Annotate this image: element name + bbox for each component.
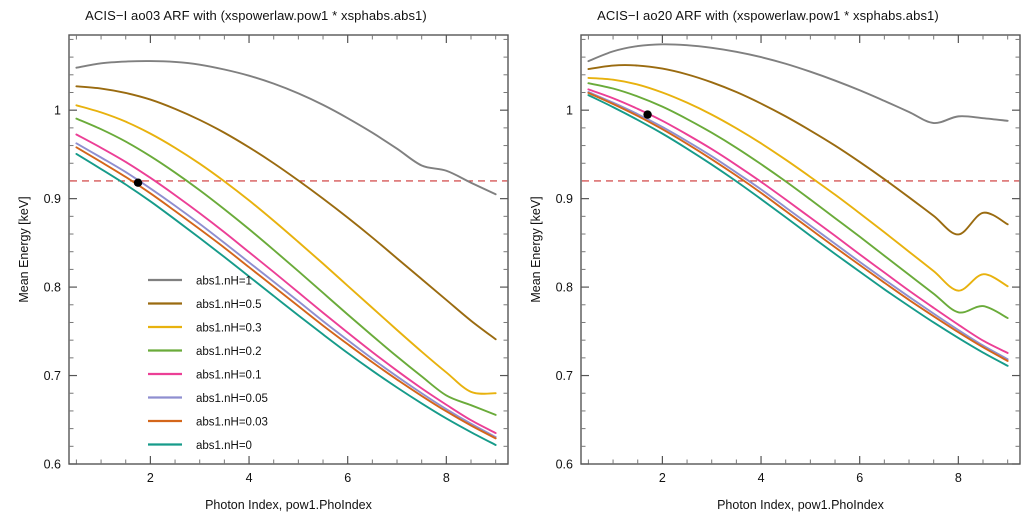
y-tick-label: 0.6 (556, 458, 573, 472)
y-tick-label: 0.9 (44, 192, 61, 206)
plot-title-ao03: ACIS−I ao03 ARF with (xspowerlaw.pow1 * … (85, 8, 427, 23)
plot-frame (68, 34, 509, 465)
y-tick-label: 0.8 (44, 281, 61, 295)
y-tick-label: 0.7 (556, 369, 573, 383)
data-marker-point (133, 178, 143, 187)
series-line-abs1-nh-0-1 (587, 88, 1009, 354)
legend-label-7: abs1.nH=0 (196, 440, 252, 452)
series-line-abs1-nh-0-3 (75, 104, 497, 395)
x-tick-label: 8 (955, 471, 962, 485)
legend-label-0: abs1.nH=1 (196, 275, 252, 287)
plot-canvas-ao03: 2 4 6 8 0.6 0.7 0.8 0.9 1 Photon Index, pow1.PhoI… (17, 34, 509, 512)
legend-label-4: abs1.nH=0.1 (196, 369, 262, 381)
plot-panel-ao20: ACIS−I ao20 ARF with (xspowerlaw.pow1 * … (512, 0, 1024, 512)
series-line-abs1-nh-0-1 (75, 133, 497, 434)
plot-frame (580, 34, 1021, 465)
series-line-abs1-nh-1 (587, 43, 1009, 124)
x-tick-label: 4 (246, 471, 253, 485)
series-line-abs1-nh-0-5 (75, 85, 497, 341)
data-series-group (587, 43, 1009, 367)
series-line-abs1-nh-0-2 (587, 82, 1009, 319)
legend-label-3: abs1.nH=0.2 (196, 346, 262, 358)
data-marker-point (643, 110, 652, 119)
series-line-abs1-nh-0-2 (75, 117, 497, 416)
legend-label-6: abs1.nH=0.03 (196, 416, 268, 428)
series-line-abs1-nh-0-03 (587, 91, 1009, 362)
legend-label-2: abs1.nH=0.3 (196, 322, 262, 334)
plot-title-ao20: ACIS−I ao20 ARF with (xspowerlaw.pow1 * … (597, 8, 939, 23)
series-line-abs1-nh-0-05 (587, 91, 1009, 361)
x-tick-label: 6 (344, 471, 351, 485)
x-tick-label: 8 (443, 471, 450, 485)
legend: abs1.nH=1 abs1.nH=0.5 abs1.nH=0.3 abs1.nH=0… (148, 275, 268, 452)
x-axis-label: Photon Index, pow1.PhoIndex (717, 498, 885, 512)
axis-ticks (69, 35, 508, 465)
axis-ticks (581, 35, 1020, 465)
x-tick-label: 6 (856, 471, 863, 485)
series-line-abs1-nh-0 (587, 94, 1009, 367)
y-axis-label: Mean Energy [keV] (17, 196, 31, 302)
y-axis-label: Mean Energy [keV] (529, 196, 543, 302)
plot-panel-ao03: ACIS−I ao03 ARF with (xspowerlaw.pow1 * … (17, 8, 509, 512)
x-tick-label: 2 (659, 471, 666, 485)
x-axis-label: Photon Index, pow1.PhoIndex (205, 498, 373, 512)
y-tick-label: 0.6 (44, 458, 61, 472)
legend-label-1: abs1.nH=0.5 (196, 299, 262, 311)
series-line-abs1-nh-0-5 (587, 64, 1009, 236)
y-tick-label: 0.9 (556, 192, 573, 206)
x-tick-label: 4 (758, 471, 765, 485)
y-tick-label: 1 (566, 104, 573, 118)
series-line-abs1-nh-0 (75, 153, 497, 446)
legend-label-5: abs1.nH=0.05 (196, 393, 268, 405)
series-line-abs1-nh-0-03 (75, 146, 497, 440)
data-series-group (75, 60, 497, 446)
series-line-abs1-nh-0-05 (75, 142, 497, 438)
series-line-abs1-nh-1 (75, 60, 497, 196)
series-line-abs1-nh-0-3 (587, 76, 1009, 292)
y-tick-label: 1 (54, 104, 61, 118)
y-tick-label: 0.7 (44, 369, 61, 383)
plot-canvas-ao20: 2 4 6 8 0.6 0.7 0.8 0.9 1 Photon Index, pow1.PhoI… (529, 34, 1021, 512)
y-tick-label: 0.8 (556, 281, 573, 295)
x-tick-label: 2 (147, 471, 154, 485)
